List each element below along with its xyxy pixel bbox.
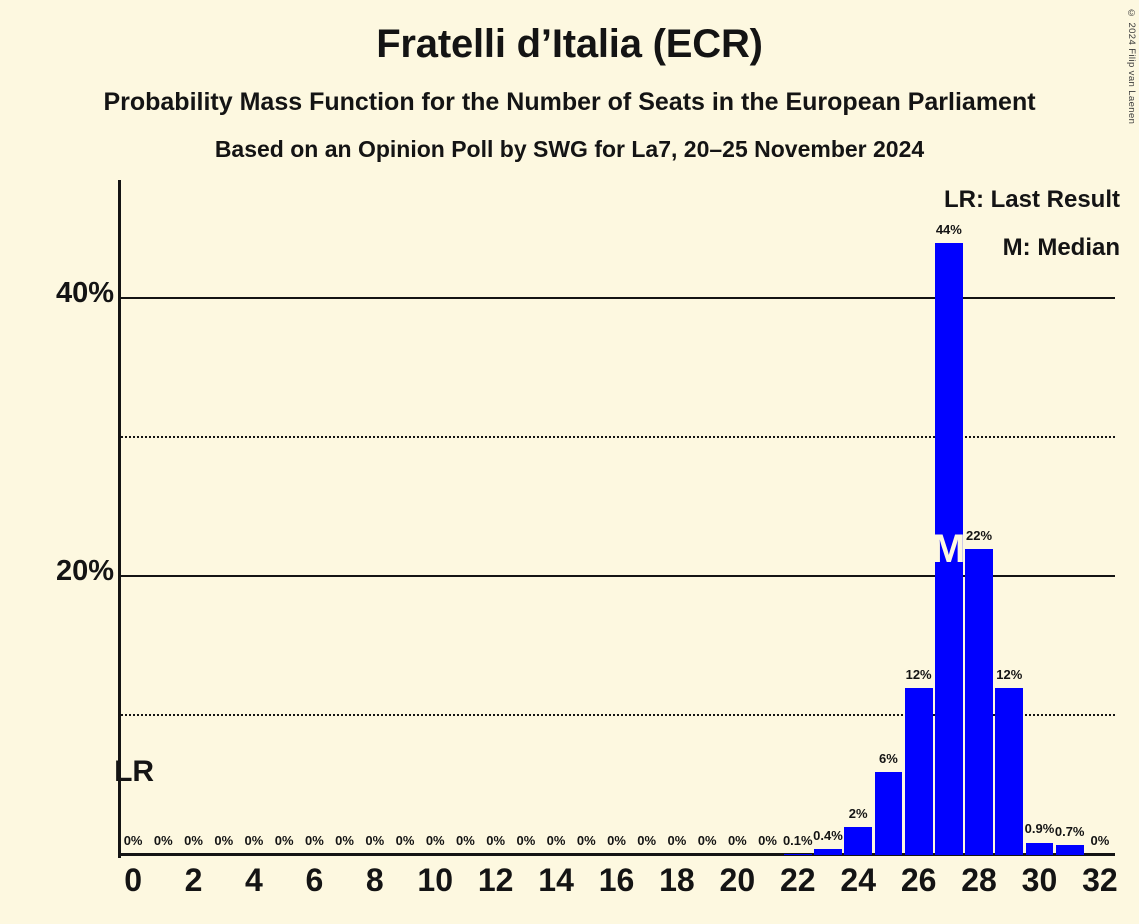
x-tick-label-30: 30 [1021, 862, 1058, 898]
bar-value-label-seat-3: 0% [214, 832, 234, 848]
bar-value-label-seat-8: 0% [365, 832, 385, 848]
x-tick-label-32: 32 [1082, 862, 1118, 898]
bar-seat-27[interactable] [934, 243, 963, 855]
x-tick-label-26: 26 [900, 862, 937, 898]
bar-seat-24[interactable] [844, 827, 873, 855]
bar-value-label-seat-2: 0% [184, 832, 203, 848]
x-tick-label-14: 14 [538, 862, 574, 898]
x-tick-label-0: 0 [124, 862, 142, 898]
x-tick-label-16: 16 [598, 862, 635, 898]
page-title: Fratelli d’Italia (ECR) [376, 22, 763, 66]
bar-value-label-seat-27: 44% [935, 222, 962, 238]
bar-seat-28[interactable] [965, 549, 993, 855]
bar-value-label-seat-24: 2% [848, 806, 868, 822]
bar-value-label-seat-18: 0% [667, 832, 687, 848]
x-tick-label-24: 24 [840, 862, 876, 898]
bar-value-label-seat-5: 0% [274, 832, 294, 848]
bar-seat-22[interactable] [783, 853, 812, 855]
legend-item-median: M: Median [1002, 234, 1120, 261]
bar-value-label-seat-31: 0.7% [1054, 824, 1085, 840]
x-tick-label-4: 4 [245, 862, 263, 898]
bar-value-label-seat-4: 0% [244, 832, 264, 848]
bar-value-label-seat-0: 0% [123, 832, 143, 848]
chart-subtitle-primary: Probability Mass Function for the Number… [103, 88, 1036, 116]
x-tick-label-28: 28 [961, 862, 997, 898]
bar-value-label-seat-20: 0% [727, 832, 747, 848]
x-tick-label-2: 2 [184, 862, 203, 898]
x-tick-label-18: 18 [659, 862, 695, 898]
bar-value-label-seat-6: 0% [304, 832, 324, 848]
gridline-20pct [118, 575, 1115, 577]
bar-value-label-seat-14: 0% [546, 832, 566, 848]
bar-value-label-seat-1: 0% [153, 832, 173, 848]
bar-value-label-seat-17: 0% [637, 832, 657, 848]
bar-value-label-seat-11: 0% [456, 832, 475, 848]
bar-value-label-seat-19: 0% [697, 832, 717, 848]
gridline-10pct [118, 714, 1115, 716]
bar-seat-29[interactable] [995, 688, 1024, 855]
bar-value-label-seat-32: 0% [1090, 832, 1110, 848]
x-tick-label-8: 8 [365, 862, 384, 898]
bar-value-label-seat-7: 0% [335, 832, 354, 848]
bar-seat-25[interactable] [874, 771, 903, 855]
legend-item-last-result: LR: Last Result [943, 186, 1120, 213]
bar-value-label-seat-29: 12% [996, 667, 1023, 683]
chart-subtitle-secondary: Based on an Opinion Poll by SWG for La7,… [214, 136, 925, 162]
bar-value-label-seat-10: 0% [425, 832, 445, 848]
bar-value-label-seat-30: 0.9% [1024, 821, 1055, 837]
x-tick-label-10: 10 [417, 862, 454, 898]
last-result-marker: LR [114, 755, 155, 788]
x-tick-label-22: 22 [779, 862, 816, 898]
x-tick-label-20: 20 [719, 862, 756, 898]
x-tick-label-12: 12 [477, 862, 514, 898]
x-axis-line [118, 853, 1115, 856]
y-axis-line [118, 180, 121, 858]
bar-value-label-seat-25: 6% [879, 750, 898, 766]
bar-value-label-seat-13: 0% [516, 832, 536, 848]
x-tick-label-6: 6 [305, 862, 324, 898]
bar-value-label-seat-26: 12% [905, 667, 932, 683]
gridline-40pct [118, 297, 1115, 299]
bar-seat-26[interactable] [904, 688, 933, 855]
y-tick-label-20: 20% [55, 555, 114, 587]
bar-value-label-seat-21: 0% [758, 832, 777, 848]
bar-value-label-seat-9: 0% [395, 832, 415, 848]
bar-value-label-seat-22: 0.1% [782, 832, 813, 848]
bar-value-label-seat-12: 0% [486, 832, 506, 848]
bar-value-label-seat-28: 22% [966, 528, 993, 544]
bar-seat-31[interactable] [1055, 845, 1084, 855]
bar-value-label-seat-15: 0% [576, 832, 596, 848]
y-tick-label-40: 40% [55, 277, 114, 309]
bar-seat-23[interactable] [814, 849, 842, 855]
bar-value-label-seat-23: 0.4% [813, 828, 843, 844]
bar-value-label-seat-16: 0% [607, 832, 626, 848]
gridline-30pct [118, 436, 1115, 438]
copyright-notice: © 2024 Filip van Laenen [1126, 8, 1137, 125]
bar-seat-30[interactable] [1025, 842, 1054, 855]
plot-area: 0% 0% 0% 0% 0% 0% 0% 0% 0% 0% 0% 0% 0% 0% 0% 0% 0% 0% 0% 0%… [118, 180, 1115, 855]
